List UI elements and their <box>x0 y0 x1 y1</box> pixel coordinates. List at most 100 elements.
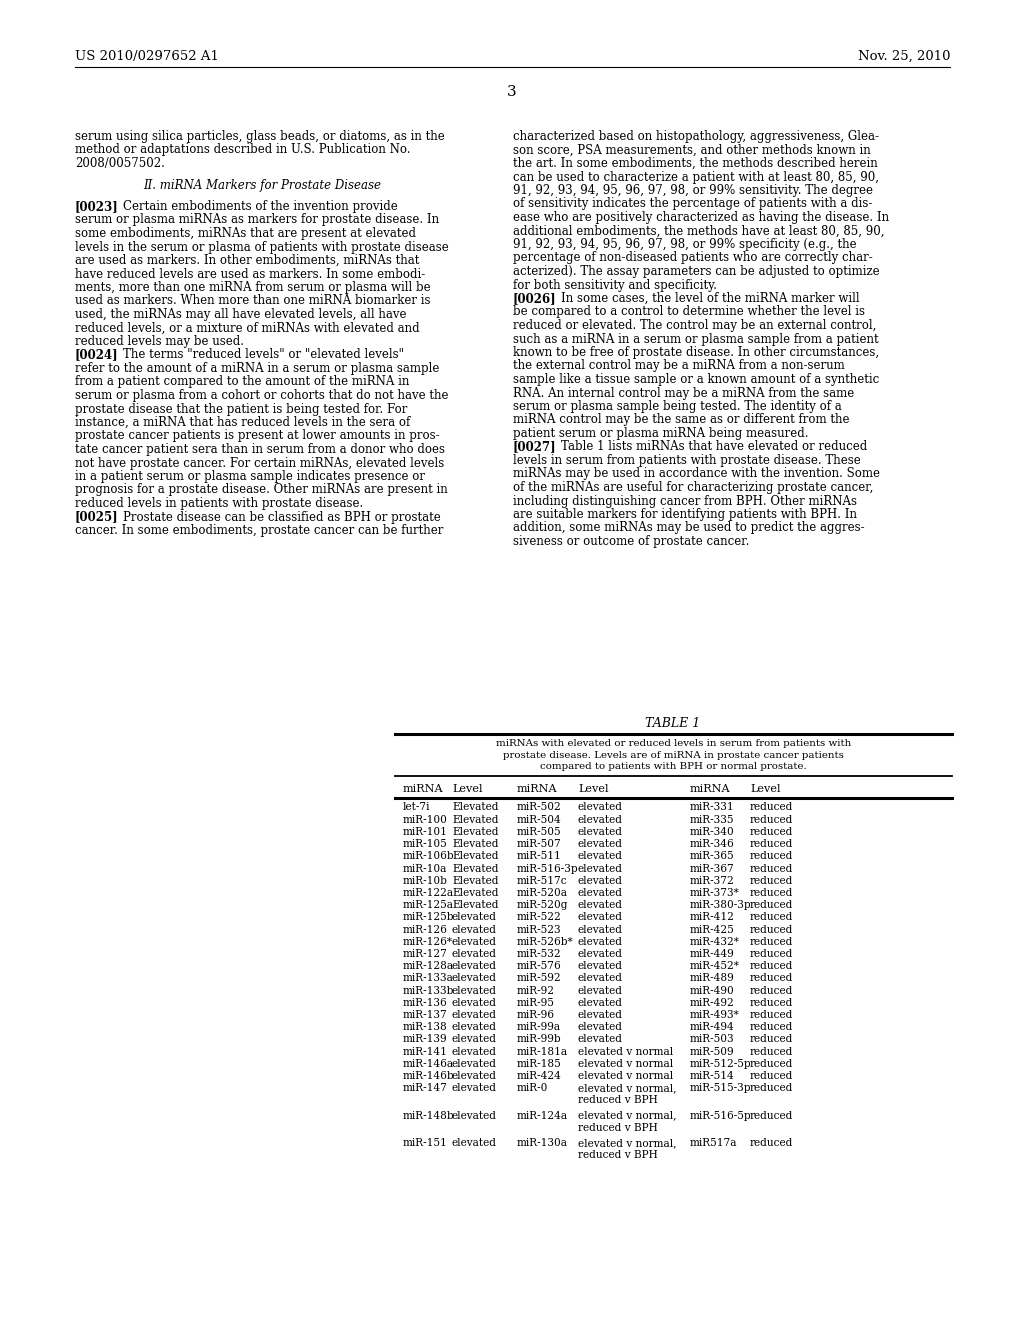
Text: elevated: elevated <box>578 900 623 909</box>
Text: miR-380-3p: miR-380-3p <box>690 900 752 909</box>
Text: elevated: elevated <box>452 1071 497 1081</box>
Text: reduced: reduced <box>750 973 794 983</box>
Text: Level: Level <box>750 784 780 793</box>
Text: elevated: elevated <box>578 1010 623 1020</box>
Text: elevated v normal,: elevated v normal, <box>578 1138 677 1148</box>
Text: miR-503: miR-503 <box>690 1035 734 1044</box>
Text: miRNA: miRNA <box>517 784 558 793</box>
Text: miR-99b: miR-99b <box>517 1035 561 1044</box>
Text: prostate disease. Levels are of miRNA in prostate cancer patients: prostate disease. Levels are of miRNA in… <box>503 751 844 759</box>
Text: elevated: elevated <box>452 1059 497 1069</box>
Text: miR517a: miR517a <box>690 1138 737 1148</box>
Text: reduced: reduced <box>750 863 794 874</box>
Text: miR-126: miR-126 <box>403 924 447 935</box>
Text: miR-124a: miR-124a <box>517 1110 568 1121</box>
Text: elevated: elevated <box>452 1084 497 1093</box>
Text: Elevated: Elevated <box>452 888 499 898</box>
Text: elevated: elevated <box>578 814 623 825</box>
Text: miR-181a: miR-181a <box>517 1047 568 1056</box>
Text: elevated: elevated <box>452 1110 497 1121</box>
Text: miR-96: miR-96 <box>517 1010 555 1020</box>
Text: refer to the amount of a miRNA in a serum or plasma sample: refer to the amount of a miRNA in a seru… <box>75 362 439 375</box>
Text: reduced: reduced <box>750 961 794 972</box>
Text: II. miRNA Markers for Prostate Disease: II. miRNA Markers for Prostate Disease <box>143 178 381 191</box>
Text: Table 1 lists miRNAs that have elevated or reduced: Table 1 lists miRNAs that have elevated … <box>561 441 867 454</box>
Text: miRNA: miRNA <box>690 784 731 793</box>
Text: miR-335: miR-335 <box>690 814 734 825</box>
Text: the art. In some embodiments, the methods described herein: the art. In some embodiments, the method… <box>513 157 878 170</box>
Text: 2008/0057502.: 2008/0057502. <box>75 157 165 170</box>
Text: The terms "reduced levels" or "elevated levels": The terms "reduced levels" or "elevated … <box>123 348 404 362</box>
Text: such as a miRNA in a serum or plasma sample from a patient: such as a miRNA in a serum or plasma sam… <box>513 333 879 346</box>
Text: elevated: elevated <box>452 961 497 972</box>
Text: son score, PSA measurements, and other methods known in: son score, PSA measurements, and other m… <box>513 144 870 157</box>
Text: miR-138: miR-138 <box>403 1022 447 1032</box>
Text: Elevated: Elevated <box>452 851 499 862</box>
Text: miR-346: miR-346 <box>690 840 735 849</box>
Text: miR-493*: miR-493* <box>690 1010 740 1020</box>
Text: miR-449: miR-449 <box>690 949 735 958</box>
Text: reduced or elevated. The control may be an external control,: reduced or elevated. The control may be … <box>513 319 877 333</box>
Text: reduced: reduced <box>750 1059 794 1069</box>
Text: elevated: elevated <box>452 912 497 923</box>
Text: Prostate disease can be classified as BPH or prostate: Prostate disease can be classified as BP… <box>123 511 440 524</box>
Text: reduced: reduced <box>750 937 794 946</box>
Text: miR-10a: miR-10a <box>403 863 447 874</box>
Text: elevated: elevated <box>578 986 623 995</box>
Text: miR-126*: miR-126* <box>403 937 454 946</box>
Text: reduced: reduced <box>750 1010 794 1020</box>
Text: elevated: elevated <box>578 937 623 946</box>
Text: miR-515-3p: miR-515-3p <box>690 1084 752 1093</box>
Text: elevated: elevated <box>578 803 623 813</box>
Text: miR-100: miR-100 <box>403 814 447 825</box>
Text: reduced: reduced <box>750 875 794 886</box>
Text: elevated: elevated <box>452 949 497 958</box>
Text: RNA. An internal control may be a miRNA from the same: RNA. An internal control may be a miRNA … <box>513 387 854 400</box>
Text: miR-526b*: miR-526b* <box>517 937 573 946</box>
Text: prostate disease that the patient is being tested for. For: prostate disease that the patient is bei… <box>75 403 408 416</box>
Text: miR-141: miR-141 <box>403 1047 447 1056</box>
Text: miR-522: miR-522 <box>517 912 562 923</box>
Text: miR-425: miR-425 <box>690 924 735 935</box>
Text: miRNA control may be the same as or different from the: miRNA control may be the same as or diff… <box>513 413 850 426</box>
Text: patient serum or plasma miRNA being measured.: patient serum or plasma miRNA being meas… <box>513 426 809 440</box>
Text: miR-106b: miR-106b <box>403 851 455 862</box>
Text: reduced v BPH: reduced v BPH <box>578 1123 657 1133</box>
Text: elevated: elevated <box>578 961 623 972</box>
Text: miR-128a: miR-128a <box>403 961 454 972</box>
Text: TABLE 1: TABLE 1 <box>645 717 700 730</box>
Text: elevated v normal,: elevated v normal, <box>578 1110 677 1121</box>
Text: are suitable markers for identifying patients with BPH. In: are suitable markers for identifying pat… <box>513 508 857 521</box>
Text: miR-432*: miR-432* <box>690 937 740 946</box>
Text: miR-512-5p: miR-512-5p <box>690 1059 752 1069</box>
Text: can be used to characterize a patient with at least 80, 85, 90,: can be used to characterize a patient wi… <box>513 170 879 183</box>
Text: prognosis for a prostate disease. Other miRNAs are present in: prognosis for a prostate disease. Other … <box>75 483 447 496</box>
Text: for both sensitivity and specificity.: for both sensitivity and specificity. <box>513 279 717 292</box>
Text: miR-10b: miR-10b <box>403 875 447 886</box>
Text: miR-139: miR-139 <box>403 1035 447 1044</box>
Text: levels in serum from patients with prostate disease. These: levels in serum from patients with prost… <box>513 454 861 467</box>
Text: 91, 92, 93, 94, 95, 96, 97, 98, or 99% specificity (e.g., the: 91, 92, 93, 94, 95, 96, 97, 98, or 99% s… <box>513 238 857 251</box>
Text: instance, a miRNA that has reduced levels in the sera of: instance, a miRNA that has reduced level… <box>75 416 411 429</box>
Text: miR-95: miR-95 <box>517 998 555 1007</box>
Text: reduced: reduced <box>750 998 794 1007</box>
Text: reduced: reduced <box>750 814 794 825</box>
Text: reduced levels may be used.: reduced levels may be used. <box>75 335 244 348</box>
Text: miR-372: miR-372 <box>690 875 735 886</box>
Text: serum or plasma from a cohort or cohorts that do not have the: serum or plasma from a cohort or cohorts… <box>75 389 449 403</box>
Text: used as markers. When more than one miRNA biomarker is: used as markers. When more than one miRN… <box>75 294 430 308</box>
Text: in a patient serum or plasma sample indicates presence or: in a patient serum or plasma sample indi… <box>75 470 425 483</box>
Text: reduced levels in patients with prostate disease.: reduced levels in patients with prostate… <box>75 498 364 510</box>
Text: elevated v normal: elevated v normal <box>578 1059 673 1069</box>
Text: 3: 3 <box>507 84 517 99</box>
Text: miR-373*: miR-373* <box>690 888 740 898</box>
Text: [0024]: [0024] <box>75 348 119 362</box>
Text: reduced: reduced <box>750 1138 794 1148</box>
Text: elevated: elevated <box>452 1010 497 1020</box>
Text: cancer. In some embodiments, prostate cancer can be further: cancer. In some embodiments, prostate ca… <box>75 524 443 537</box>
Text: miR-592: miR-592 <box>517 973 561 983</box>
Text: let-7i: let-7i <box>403 803 430 813</box>
Text: of the miRNAs are useful for characterizing prostate cancer,: of the miRNAs are useful for characteriz… <box>513 480 873 494</box>
Text: ease who are positively characterized as having the disease. In: ease who are positively characterized as… <box>513 211 889 224</box>
Text: miR-504: miR-504 <box>517 814 562 825</box>
